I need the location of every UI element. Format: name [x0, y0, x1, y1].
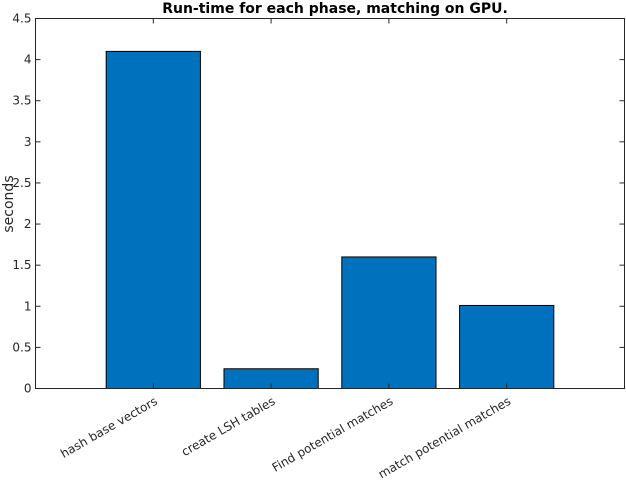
x-tick-label-2: Find potential matches	[270, 394, 396, 475]
y-tick-label-3: 1.5	[12, 258, 31, 272]
bar-0	[105, 50, 201, 390]
y-axis-label: seconds	[1, 175, 17, 232]
y-tick-label-8: 4	[24, 53, 32, 67]
x-tick-label-3: match potential matches	[376, 394, 513, 481]
x-tick-label-0: hash base vectors	[58, 394, 160, 461]
plot-area-frame	[35, 18, 625, 389]
y-tick-label-5: 2.5	[12, 176, 31, 190]
bar-group	[105, 50, 555, 390]
y-tick-label-2: 1	[24, 299, 32, 313]
y-tick-label-6: 3	[24, 135, 32, 149]
y-tick-label-9: 4.5	[12, 12, 31, 26]
y-tick-label-0: 0	[24, 382, 32, 396]
y-tick-label-4: 2	[24, 217, 32, 231]
y-tick-label-1: 0.5	[12, 340, 31, 354]
y-tick-label-7: 3.5	[12, 94, 31, 108]
chart-title: Run-time for each phase, matching on GPU…	[162, 1, 508, 17]
x-tick-label-1: create LSH tables	[179, 394, 278, 459]
y-axis-ticks: 0 0.5 1 1.5 2 2.5 3 3.5 4 4.5	[12, 12, 625, 396]
bar-3	[459, 304, 555, 390]
bar-2	[341, 256, 437, 390]
